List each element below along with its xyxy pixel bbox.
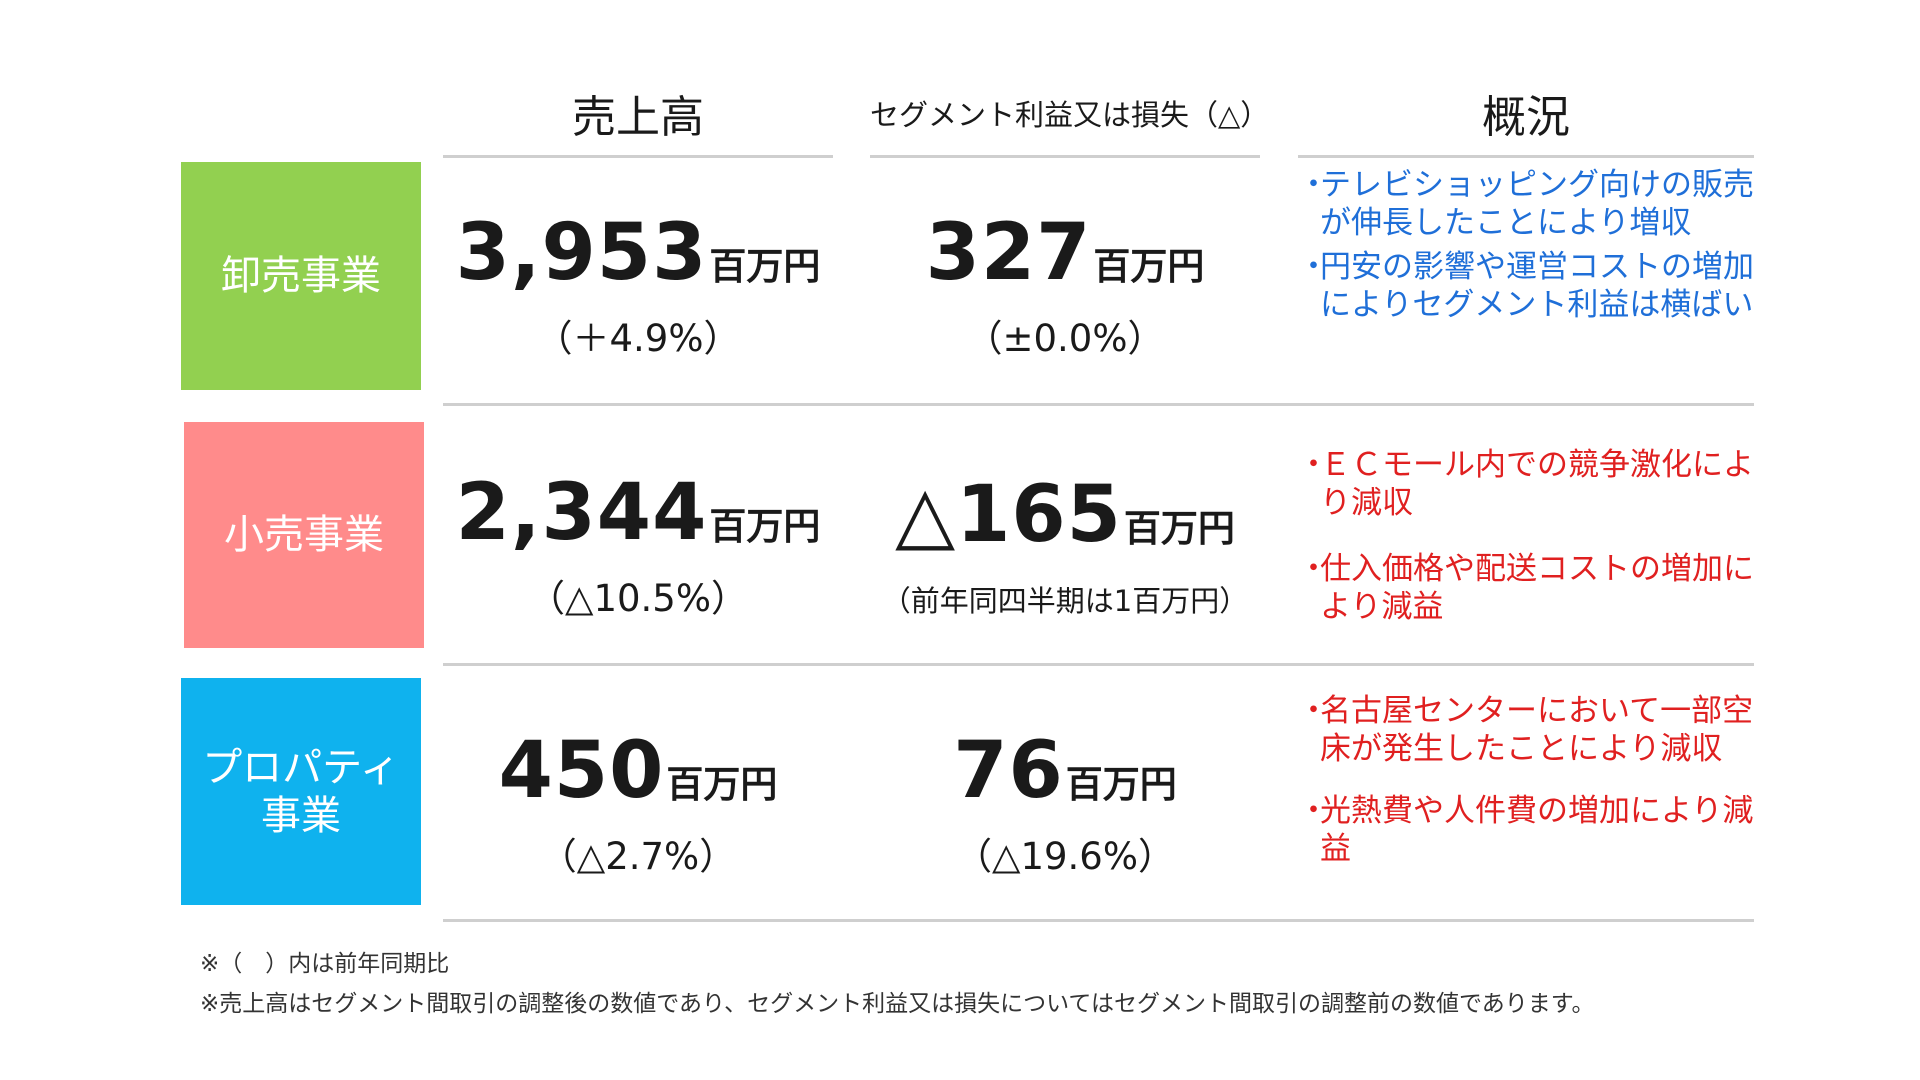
row-divider [443,919,1754,922]
profit-cell-wholesale: 327 百万円 （±0.0%） [870,170,1260,400]
footnote-comparison: ※（ ）内は前年同期比 [200,951,450,977]
bullet-marker: ・ [1298,167,1329,203]
profit-value: △165 [895,470,1122,560]
profit-unit: 百万円 [1123,507,1235,550]
footnote-adjustment: ※売上高はセグメント間取引の調整後の数値であり、セグメント利益又は損失については… [200,991,1595,1017]
bullet-marker: ・ [1298,447,1329,483]
overview-retail: ・ ＥＣモール内での競争激化により減収 ・ 仕入価格や配送コストの増加により減益 [1298,446,1758,632]
row-divider [443,403,1754,406]
header-segment-profit: セグメント利益又は損失（△） [870,98,1270,132]
header-sales: 売上高 [572,92,704,143]
sales-value: 2,344 [455,468,708,558]
sales-change: （△10.5%） [528,577,748,620]
overview-bullet: ・ 仕入価格や配送コストの増加により減益 [1298,550,1758,626]
sales-change: （△2.7%） [539,835,737,878]
profit-amount: 327 百万円 [926,208,1205,298]
sales-unit: 百万円 [709,505,821,548]
overview-text: 円安の影響や運営コストの増加によりセグメント利益は横ばい [1320,249,1754,323]
segment-label-retail: 小売事業 [184,422,424,648]
overview-text: テレビショッピング向けの販売が伸長したことにより増収 [1320,167,1754,241]
overview-property: ・ 名古屋センターにおいて一部空床が発生したことにより減収 ・ 光熱費や人件費の… [1298,692,1758,874]
overview-text: ＥＣモール内での競争激化により減収 [1320,447,1754,521]
profit-unit: 百万円 [1093,245,1205,288]
header-underline-overview [1298,155,1754,158]
sales-value: 450 [498,726,665,816]
segment-label-property: プロパティ 事業 [181,678,421,905]
profit-value: 76 [953,726,1064,816]
sales-unit: 百万円 [709,245,821,288]
overview-bullet: ・ ＥＣモール内での競争激化により減収 [1298,446,1758,522]
sales-cell-retail: 2,344 百万円 （△10.5%） [443,430,833,660]
sales-amount: 2,344 百万円 [456,468,821,558]
bullet-marker: ・ [1298,693,1329,729]
profit-cell-property: 76 百万円 （△19.6%） [870,688,1260,918]
sales-unit: 百万円 [666,763,778,806]
sales-value: 3,953 [455,208,708,298]
bullet-marker: ・ [1298,551,1329,587]
bullet-marker: ・ [1298,793,1329,829]
sales-cell-property: 450 百万円 （△2.7%） [443,688,833,918]
profit-cell-retail: △165 百万円 （前年同四半期は1百万円） [870,430,1260,660]
header-underline-sales [443,155,833,158]
row-divider [443,663,1754,666]
profit-change: （前年同四半期は1百万円） [881,584,1249,618]
overview-text: 名古屋センターにおいて一部空床が発生したことにより減収 [1320,693,1754,767]
overview-bullet: ・ 円安の影響や運営コストの増加によりセグメント利益は横ばい [1298,248,1758,324]
sales-amount: 3,953 百万円 [456,208,821,298]
profit-unit: 百万円 [1065,763,1177,806]
profit-amount: △165 百万円 [895,470,1235,560]
bullet-marker: ・ [1298,249,1329,285]
sales-amount: 450 百万円 [499,726,778,816]
sales-cell-wholesale: 3,953 百万円 （＋4.9%） [443,170,833,400]
overview-bullet: ・ 名古屋センターにおいて一部空床が発生したことにより減収 [1298,692,1758,768]
profit-change: （△19.6%） [955,835,1175,878]
profit-value: 327 [925,208,1092,298]
profit-change: （±0.0%） [965,317,1165,360]
overview-bullet: ・ 光熱費や人件費の増加により減益 [1298,792,1758,868]
profit-amount: 76 百万円 [953,726,1177,816]
overview-wholesale: ・ テレビショッピング向けの販売が伸長したことにより増収 ・ 円安の影響や運営コ… [1298,166,1758,330]
overview-text: 光熱費や人件費の増加により減益 [1320,793,1754,867]
overview-text: 仕入価格や配送コストの増加により減益 [1320,551,1754,625]
header-underline-profit [870,155,1260,158]
segment-label-wholesale: 卸売事業 [181,162,421,390]
header-overview: 概況 [1482,92,1570,143]
overview-bullet: ・ テレビショッピング向けの販売が伸長したことにより増収 [1298,166,1758,242]
sales-change: （＋4.9%） [535,317,741,360]
